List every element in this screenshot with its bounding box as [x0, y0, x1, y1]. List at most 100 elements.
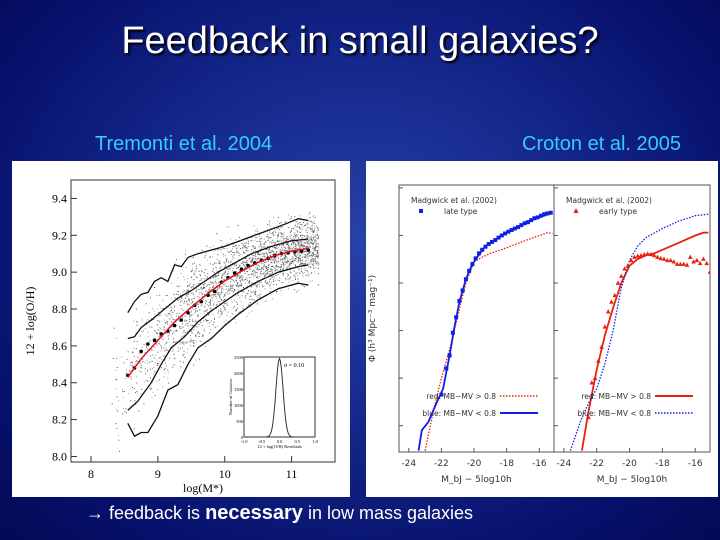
- scatter-dot: [280, 239, 282, 241]
- scatter-dot: [285, 262, 287, 264]
- scatter-dot: [233, 276, 235, 278]
- scatter-dot: [190, 287, 192, 289]
- scatter-dot: [195, 359, 197, 361]
- scatter-dot: [299, 241, 301, 243]
- scatter-dot: [307, 253, 309, 255]
- scatter-dot: [224, 261, 226, 263]
- scatter-dot: [268, 249, 270, 251]
- scatter-dot: [163, 347, 165, 349]
- scatter-dot: [171, 298, 172, 300]
- data-point: [542, 212, 547, 217]
- scatter-dot: [290, 216, 292, 218]
- scatter-dot: [285, 257, 287, 259]
- scatter-dot: [311, 264, 313, 266]
- data-point: [625, 263, 631, 268]
- inset-y-tick-label: 0: [241, 435, 244, 440]
- scatter-dot: [265, 266, 267, 268]
- scatter-dot: [297, 280, 299, 282]
- scatter-dot: [182, 323, 184, 325]
- scatter-dot: [116, 379, 118, 381]
- scatter-dot: [136, 340, 138, 342]
- scatter-dot: [271, 268, 273, 270]
- scatter-dot: [194, 271, 196, 273]
- scatter-dot: [273, 276, 275, 278]
- scatter-dot: [232, 243, 234, 245]
- scatter-dot: [155, 354, 157, 356]
- scatter-dot: [254, 292, 256, 294]
- scatter-dot: [300, 224, 302, 226]
- scatter-dot: [239, 270, 241, 272]
- scatter-dot: [285, 247, 287, 249]
- scatter-dot: [199, 292, 201, 293]
- scatter-dot: [274, 229, 276, 231]
- scatter-dot: [195, 341, 197, 343]
- scatter-dot: [188, 299, 190, 301]
- scatter-dot: [306, 235, 308, 236]
- scatter-dot: [294, 236, 296, 238]
- scatter-dot: [251, 282, 253, 284]
- scatter-dot: [180, 297, 182, 299]
- scatter-dot: [184, 300, 185, 302]
- scatter-dot: [283, 244, 284, 246]
- scatter-dot: [312, 216, 314, 218]
- scatter-dot: [300, 246, 301, 248]
- scatter-dot: [298, 253, 300, 254]
- scatter-dot: [181, 335, 183, 337]
- scatter-dot: [257, 277, 259, 279]
- scatter-dot: [297, 231, 298, 233]
- inset-y-label: Number of Galaxies: [228, 379, 233, 416]
- scatter-dot: [147, 318, 149, 320]
- scatter-dot: [128, 376, 130, 378]
- scatter-dot: [209, 290, 211, 292]
- scatter-dot: [246, 262, 248, 264]
- scatter-dot: [313, 258, 315, 260]
- legend-line-label: red: MB−MV > 0.8: [581, 392, 651, 401]
- scatter-dot: [282, 250, 284, 252]
- scatter-dot: [295, 245, 297, 247]
- scatter-dot: [115, 388, 117, 390]
- scatter-dot: [180, 272, 182, 274]
- scatter-dot: [118, 400, 120, 402]
- scatter-dot: [200, 274, 201, 276]
- scatter-dot: [256, 275, 258, 277]
- scatter-dot: [203, 310, 205, 312]
- scatter-dot: [244, 279, 246, 281]
- inset-y-tick-label: 2000: [234, 371, 244, 376]
- scatter-dot: [178, 343, 180, 345]
- scatter-dot: [261, 248, 263, 250]
- scatter-dot: [224, 309, 226, 310]
- scatter-dot: [190, 330, 192, 331]
- scatter-dot: [209, 278, 211, 280]
- scatter-dot: [291, 258, 293, 260]
- scatter-dot: [217, 312, 219, 314]
- scatter-dot: [311, 227, 313, 229]
- scatter-dot: [173, 270, 175, 272]
- scatter-dot: [244, 296, 246, 298]
- scatter-dot: [265, 248, 267, 250]
- scatter-dot: [269, 291, 271, 293]
- scatter-dot: [253, 299, 255, 301]
- scatter-dot: [228, 261, 229, 263]
- scatter-dot: [184, 341, 186, 343]
- scatter-dot: [294, 244, 296, 246]
- scatter-dot: [294, 264, 296, 266]
- scatter-dot: [274, 259, 276, 261]
- scatter-dot: [267, 233, 269, 235]
- scatter-dot: [269, 270, 271, 272]
- scatter-dot: [311, 255, 313, 257]
- scatter-dot: [288, 281, 290, 283]
- scatter-dot: [308, 213, 310, 215]
- data-point: [678, 261, 683, 266]
- scatter-dot: [317, 254, 319, 256]
- scatter-dot: [315, 234, 317, 236]
- scatter-dot: [273, 231, 275, 233]
- scatter-dot: [270, 250, 272, 252]
- scatter-dot: [299, 226, 301, 228]
- scatter-dot: [294, 278, 296, 280]
- data-point: [599, 344, 604, 349]
- scatter-dot: [220, 308, 222, 310]
- scatter-dot: [203, 306, 205, 308]
- scatter-dot: [245, 295, 247, 297]
- scatter-dot: [294, 253, 296, 255]
- scatter-dot: [293, 270, 295, 272]
